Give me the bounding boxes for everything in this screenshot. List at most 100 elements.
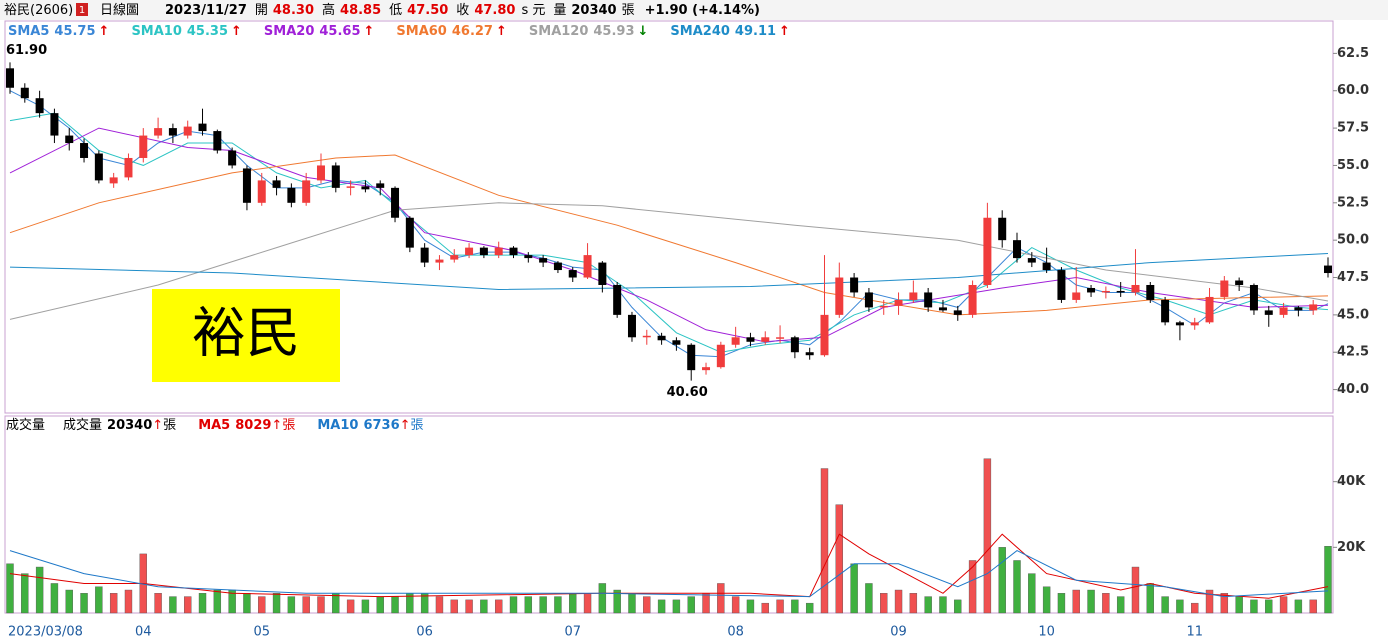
badge [76, 3, 88, 16]
volume-bar [672, 599, 681, 614]
y-tick-label: 52.5 [1337, 195, 1369, 210]
field-value: 48.85 [340, 3, 381, 18]
volume-bar [539, 596, 547, 614]
volume-bar [731, 596, 740, 614]
x-tick-label: 08 [727, 625, 744, 640]
candle-body [894, 299, 903, 306]
candle-body [1264, 310, 1273, 315]
volume-bar [243, 593, 251, 614]
volume-bar [776, 599, 784, 614]
candle-body [50, 113, 59, 136]
candle-body [124, 157, 133, 178]
volume-bar [1146, 583, 1154, 614]
candle-body [1324, 265, 1332, 274]
volume-ma-line [9, 550, 1329, 598]
legend-arrow: ↓ [638, 24, 649, 39]
legend-name: SMA120 [529, 24, 589, 39]
legend-arrow: ↑ [99, 24, 110, 39]
legend-name: MA10 [317, 418, 358, 433]
field-label: 高 [322, 2, 335, 18]
volume-bar [1294, 599, 1303, 614]
candle-body [479, 247, 488, 256]
field-label: 收 [456, 3, 469, 18]
candle-body [287, 187, 296, 203]
candle-body [94, 153, 103, 181]
volume-bar [65, 589, 73, 614]
candle-body [272, 180, 281, 188]
candle-body [6, 68, 14, 88]
legend-arrow: ↑ [400, 418, 411, 433]
x-tick-label: 06 [416, 625, 433, 640]
candle-body [1057, 270, 1066, 300]
volume-bar [1028, 573, 1036, 614]
candle-body [702, 367, 711, 371]
volume-label: 量 [553, 3, 566, 18]
legend-name: SMA20 [264, 24, 314, 39]
volume-bar [198, 593, 207, 614]
legend: SMA5 45.75 ↑ SMA10 45.35 ↑ SMA20 45.65 ↑ SMA60 46.… [8, 24, 790, 39]
volume-bar [998, 547, 1006, 614]
volume-bar [1176, 599, 1184, 614]
legend-name: SMA10 [131, 24, 181, 39]
legend-arrow: ↑ [231, 24, 242, 39]
y-tick-label: 42.5 [1337, 345, 1369, 360]
volume-bar [717, 583, 725, 614]
volume-bar [554, 596, 562, 614]
volume-bar [287, 596, 296, 614]
volume-bar [1042, 586, 1051, 614]
y-tick-label: 20K [1337, 540, 1366, 555]
y-tick-label: 60.0 [1337, 83, 1369, 98]
header-info: 日線圖 2023/11/27 開 48.30 高 48.85 低 47.50 收 47.80 s 元… [100, 2, 760, 18]
volume-bar [1309, 599, 1317, 614]
x-tick-label: 09 [890, 625, 907, 640]
candle-body [627, 314, 636, 338]
candle-body [820, 314, 829, 356]
volume-bar [391, 596, 399, 614]
field-value: 47.80 [474, 3, 515, 18]
volume-bar [746, 599, 755, 614]
candle-body [1294, 307, 1303, 311]
volume-bar [6, 563, 14, 614]
volume-bar [702, 593, 710, 614]
legend-unit: 張 [282, 418, 295, 433]
legend-arrow: ↑ [496, 24, 507, 39]
y-tick-label: 50.0 [1337, 233, 1369, 248]
annotation: 40.60 [667, 385, 708, 400]
candle-body [257, 180, 266, 203]
candle-body [1146, 284, 1155, 300]
candle-body [850, 277, 859, 293]
candle-body [465, 247, 474, 256]
candle-body [790, 337, 799, 353]
volume-bar [1072, 589, 1080, 614]
candle-body [35, 98, 44, 114]
candle-body [213, 131, 222, 151]
legend-value: 45.93 [593, 24, 634, 39]
candle-body [909, 292, 918, 300]
legend-name: SMA5 [8, 24, 49, 39]
volume-bar [628, 593, 636, 614]
volume-bar [184, 596, 192, 614]
candle-body [154, 128, 163, 136]
change: +1.90 (+4.14%) [645, 3, 760, 18]
candle-body [998, 217, 1007, 241]
volume-bar [1057, 593, 1066, 614]
volume-bar [805, 602, 814, 614]
candle-body [1309, 304, 1318, 311]
candle-body [657, 335, 666, 341]
volume-arrow: ↑ [152, 418, 163, 433]
legend-name: MA5 [198, 418, 230, 433]
candle-body [1101, 290, 1110, 293]
candle-body [687, 344, 696, 371]
volume-bar [21, 573, 29, 614]
candle-body [183, 126, 192, 136]
x-tick-label: 11 [1186, 625, 1203, 640]
volume-bar [761, 602, 769, 614]
candle-body [361, 186, 370, 190]
volume-bar [124, 589, 133, 614]
candle-body [20, 87, 29, 99]
volume-bar [791, 599, 799, 614]
candle-body [1087, 287, 1096, 293]
candle-body [835, 277, 844, 315]
ma-line [9, 202, 1329, 320]
